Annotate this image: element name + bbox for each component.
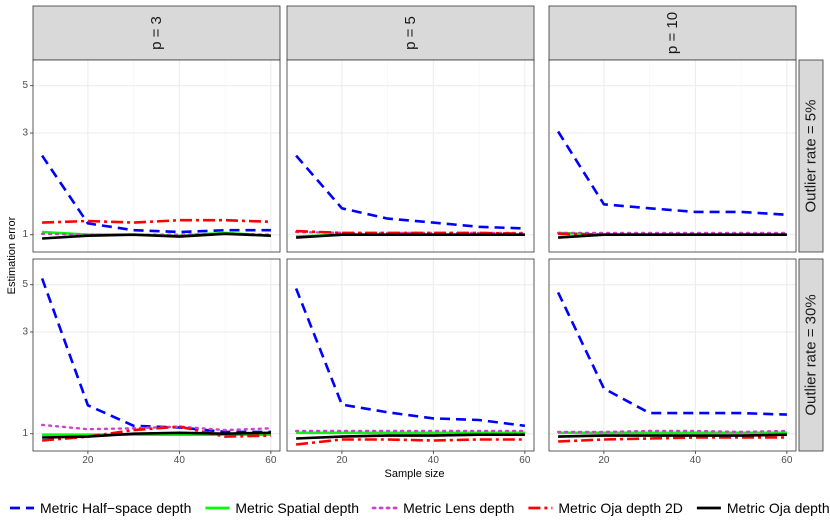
x-tick-label: 40 xyxy=(174,455,186,466)
panel-border xyxy=(548,258,797,452)
series-line xyxy=(558,436,787,443)
series-line xyxy=(42,232,271,240)
panel-border xyxy=(286,59,535,253)
series-line xyxy=(558,233,787,239)
y-tick-label: 1 xyxy=(22,428,28,439)
facet-row-label: Outlier rate = 30% xyxy=(803,294,820,415)
panel xyxy=(32,258,281,452)
legend-item: Metric Spatial depth xyxy=(205,500,359,516)
facet-strip-row xyxy=(798,59,824,253)
legend-item: Metric Lens depth xyxy=(371,500,514,516)
series-line xyxy=(556,429,789,434)
facet-strip-column xyxy=(32,5,281,61)
legend-item: Metric Oja depth 2D xyxy=(528,500,683,516)
x-tick-label: 40 xyxy=(690,455,702,466)
legend-label: Metric Lens depth xyxy=(403,500,514,516)
facet-row-label: Outlier rate = 5% xyxy=(803,100,820,213)
series-line xyxy=(41,154,271,234)
series-line xyxy=(294,288,526,428)
panel xyxy=(548,59,797,253)
panel xyxy=(286,59,535,253)
y-tick-label: 5 xyxy=(22,80,28,91)
y-tick-label: 5 xyxy=(22,279,28,290)
panel-border xyxy=(286,258,535,452)
panel-background xyxy=(549,259,796,451)
y-tick-label: 3 xyxy=(22,327,28,338)
y-tick-label: 3 xyxy=(22,128,28,139)
legend-label: Metric Oja depth 2D xyxy=(558,500,683,516)
facet-column-label: p = 3 xyxy=(148,16,165,50)
panel-border xyxy=(548,59,797,253)
legend-item: Metric Oja depth 3D xyxy=(696,500,830,516)
series-line xyxy=(41,425,271,442)
x-axis-title: Sample size xyxy=(385,468,445,480)
panel-background xyxy=(33,259,280,451)
x-tick-label: 40 xyxy=(428,455,440,466)
series-line xyxy=(556,291,787,416)
x-tick-label: 20 xyxy=(336,455,348,466)
series-line xyxy=(295,154,525,230)
panel xyxy=(286,258,535,452)
series-line xyxy=(42,431,271,439)
facet-column-label: p = 10 xyxy=(664,12,681,54)
series-line xyxy=(558,433,787,438)
y-tick-label: 1 xyxy=(22,229,28,240)
facet-strip-row xyxy=(798,258,824,452)
series-line xyxy=(296,229,525,236)
facet-strip-column xyxy=(286,5,535,61)
panel-background xyxy=(287,259,534,451)
panel-background xyxy=(549,60,796,252)
series-line xyxy=(40,277,271,434)
panel xyxy=(548,258,797,452)
y-axis-title: Estimation error xyxy=(6,216,18,294)
x-tick-label: 60 xyxy=(781,455,793,466)
series-line xyxy=(295,438,525,446)
series-line xyxy=(42,218,271,224)
series-line xyxy=(556,130,787,217)
series-line xyxy=(296,433,525,440)
x-tick-label: 20 xyxy=(82,455,94,466)
panel-background xyxy=(287,60,534,252)
series-line xyxy=(296,233,525,239)
x-tick-label: 20 xyxy=(598,455,610,466)
legend-label: Metric Half−space depth xyxy=(40,500,191,516)
panel-background xyxy=(33,60,280,252)
panel xyxy=(32,59,281,253)
facet-strip-column xyxy=(548,5,797,61)
legend: Metric Half−space depth Metric Spatial de… xyxy=(10,500,830,516)
x-tick-label: 60 xyxy=(265,455,277,466)
legend-item: Metric Half−space depth xyxy=(10,500,191,516)
facet-column-label: p = 5 xyxy=(402,16,419,50)
legend-label: Metric Oja depth 3D xyxy=(727,500,830,516)
panel-border xyxy=(32,59,281,253)
x-tick-label: 60 xyxy=(519,455,531,466)
panel-border xyxy=(32,258,281,452)
legend-label: Metric Spatial depth xyxy=(235,500,359,516)
